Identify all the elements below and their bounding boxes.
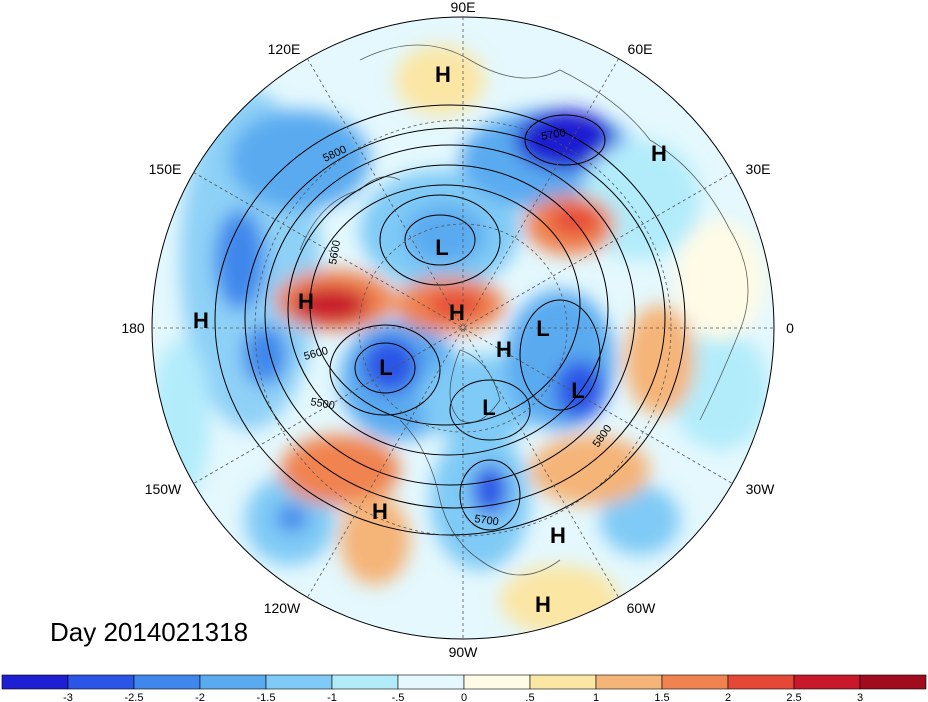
colorbar: -3 -2.5 -2 -1.5 -1 -.5 0 .5 1 1.5 2 2.5 3 [1, 674, 927, 702]
colorbar-swatch [661, 674, 729, 690]
high-pressure-center: H [449, 300, 465, 325]
contour-label: 5700 [474, 513, 500, 528]
high-pressure-center: H [535, 592, 551, 617]
colorbar-tick-label: -.5 [392, 692, 405, 702]
colorbar-tick-label: .5 [525, 692, 534, 702]
graticule [151, 16, 775, 640]
colorbar-tick-label: 1 [593, 692, 599, 702]
colorbar-swatch [265, 674, 333, 690]
colorbar-tick-label: -1 [327, 692, 337, 702]
colorbar-swatch [793, 674, 861, 690]
low-pressure-center: L [482, 395, 495, 420]
colorbar-swatch [67, 674, 135, 690]
colorbar-tick-label: -2.5 [125, 692, 144, 702]
colorbar-tick-label: -2 [195, 692, 205, 702]
colorbar-swatch [529, 674, 597, 690]
colorbar-tick-label: -1.5 [257, 692, 276, 702]
colorbar-swatch [1, 674, 69, 690]
lon-label-90e: 90E [451, 0, 476, 15]
lon-label-60e: 60E [628, 41, 653, 57]
lon-label-150w: 150W [145, 481, 182, 497]
low-pressure-center: L [435, 235, 448, 260]
high-pressure-center: H [298, 289, 314, 314]
colorbar-swatch [463, 674, 531, 690]
low-pressure-center: L [536, 316, 549, 341]
colorbar-tick-label: 3 [857, 692, 863, 702]
colorbar-tick-label: 0 [461, 692, 467, 702]
lon-label-120e: 120E [268, 41, 301, 57]
lon-label-60w: 60W [627, 600, 657, 616]
lon-label-150e: 150E [149, 161, 182, 177]
low-pressure-center: L [571, 378, 584, 403]
colorbar-swatch [199, 674, 267, 690]
colorbar-swatch [727, 674, 795, 690]
lon-label-0: 0 [786, 320, 794, 336]
contour-label: 5500 [309, 396, 335, 412]
colorbar-swatch [859, 674, 927, 690]
anomaly-shading [152, 17, 774, 639]
high-pressure-center: H [193, 308, 209, 333]
colorbar-swatch [397, 674, 465, 690]
high-pressure-center: H [651, 141, 667, 166]
lon-label-30w: 30W [746, 481, 776, 497]
high-pressure-center: H [435, 62, 451, 87]
colorbar-swatch [595, 674, 663, 690]
colorbar-tick-label: -3 [63, 692, 73, 702]
contour-label: 5700 [540, 127, 566, 143]
high-pressure-center: H [496, 337, 512, 362]
colorbar-tick-label: 1.5 [654, 692, 669, 702]
colorbar-tick-label: 2 [725, 692, 731, 702]
high-pressure-center: H [372, 499, 388, 524]
lon-label-30e: 30E [746, 161, 771, 177]
lon-label-120w: 120W [264, 600, 301, 616]
colorbar-swatch [133, 674, 201, 690]
longitude-labels: 90E 60E 30E 0 30W 60W 90W 120W 150W 180 … [121, 0, 794, 660]
height-contours [214, 104, 686, 536]
contour-label: 5600 [327, 239, 343, 265]
lon-label-90w: 90W [449, 644, 479, 660]
date-label: Day 2014021318 [50, 617, 249, 647]
colorbar-swatch [331, 674, 399, 690]
high-pressure-center: H [550, 523, 566, 548]
pressure-centers: H H L H H H L H L L L H H H [193, 62, 667, 617]
colorbar-tick-label: 2.5 [786, 692, 801, 702]
low-pressure-center: L [379, 355, 392, 380]
lon-label-180: 180 [121, 320, 145, 336]
coastlines [299, 44, 749, 576]
